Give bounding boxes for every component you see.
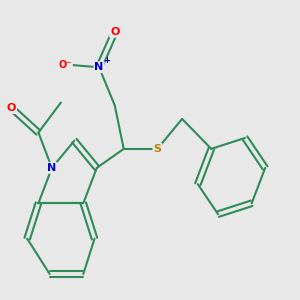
Text: O: O <box>110 27 119 37</box>
Text: +: + <box>103 56 110 65</box>
Text: S: S <box>153 144 161 154</box>
Text: O: O <box>7 103 16 113</box>
Text: N: N <box>47 163 56 173</box>
Text: N: N <box>94 62 104 72</box>
Text: O⁻: O⁻ <box>59 59 72 70</box>
